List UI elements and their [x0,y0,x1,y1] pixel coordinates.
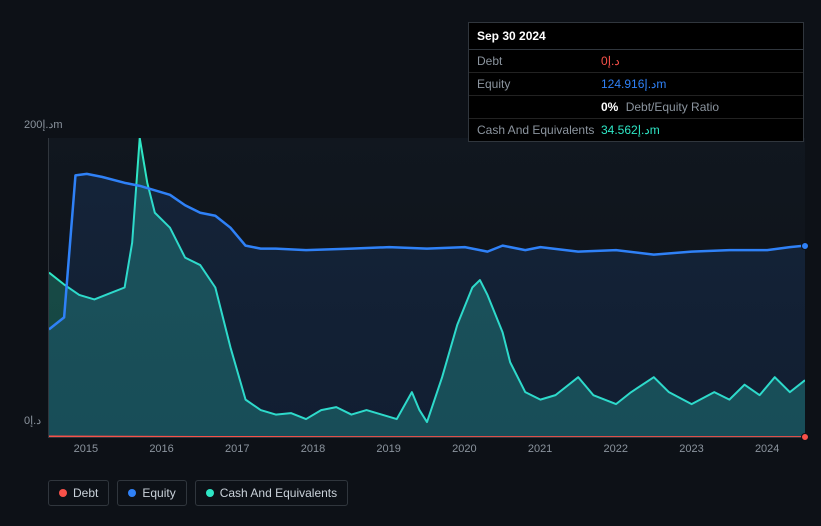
equity-end-marker [801,242,809,250]
legend-label: Cash And Equivalents [220,486,337,500]
x-tick: 2018 [275,443,351,455]
chart-tooltip: Sep 30 2024 Debt 0د.إ Equity 124.916د.إm… [468,22,804,142]
x-tick: 2017 [199,443,275,455]
x-tick: 2019 [351,443,427,455]
tooltip-row-ratio: 0% Debt/Equity Ratio [469,96,803,119]
tooltip-row-equity: Equity 124.916د.إm [469,73,803,96]
x-tick: 2016 [124,443,200,455]
legend-label: Equity [142,486,175,500]
y-axis-min: 0د.إ [24,414,41,427]
x-tick: 2023 [654,443,730,455]
x-tick: 2021 [502,443,578,455]
x-tick: 2022 [578,443,654,455]
tooltip-row-debt: Debt 0د.إ [469,50,803,73]
legend-dot [59,489,67,497]
y-axis-max: 200د.إm [24,118,63,131]
legend-item-cash[interactable]: Cash And Equivalents [195,480,348,506]
tooltip-value-equity: 124.916د.إm [601,77,795,91]
legend-dot [206,489,214,497]
legend-item-debt[interactable]: Debt [48,480,109,506]
tooltip-label: Equity [477,77,601,91]
tooltip-row-cash: Cash And Equivalents 34.562د.إm [469,119,803,141]
legend-item-equity[interactable]: Equity [117,480,186,506]
x-tick: 2020 [427,443,503,455]
chart-svg [49,138,805,437]
tooltip-label: Debt [477,54,601,68]
tooltip-label: Cash And Equivalents [477,123,601,137]
legend: Debt Equity Cash And Equivalents [48,480,348,506]
tooltip-value-ratio: 0% Debt/Equity Ratio [601,100,795,114]
tooltip-label [477,100,601,114]
tooltip-date: Sep 30 2024 [469,23,803,50]
debt-end-marker [801,433,809,441]
legend-dot [128,489,136,497]
legend-label: Debt [73,486,98,500]
x-tick: 2015 [48,443,124,455]
chart-plot[interactable] [48,138,805,438]
x-axis: 2015201620172018201920202021202220232024 [48,443,805,455]
x-tick: 2024 [729,443,805,455]
tooltip-value-cash: 34.562د.إm [601,123,795,137]
tooltip-value-debt: 0د.إ [601,54,795,68]
